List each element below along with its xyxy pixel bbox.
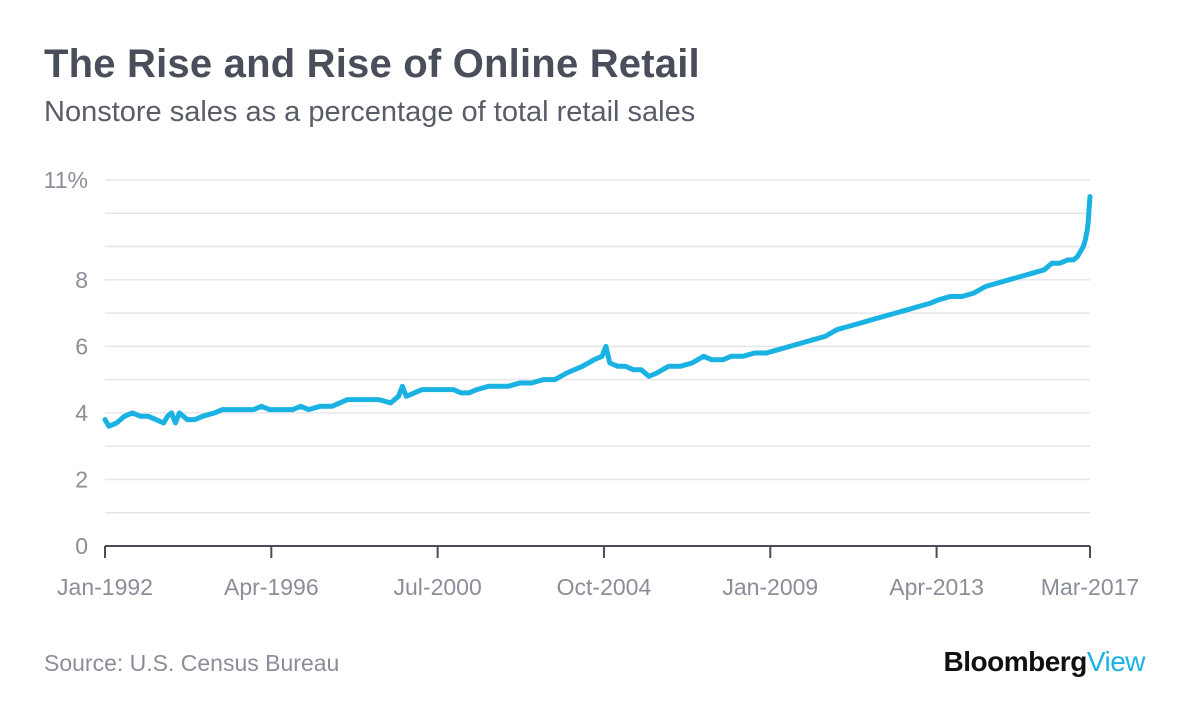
x-axis: Jan-1992 Apr-1996 Jul-2000 Oct-2004 Jan-2009…	[57, 545, 1139, 600]
y-tick-label: 11%	[44, 167, 88, 193]
chart-title: The Rise and Rise of Online Retail	[44, 42, 700, 86]
x-tick-label: Jan-2009	[722, 574, 818, 600]
logo-brand-secondary: View	[1086, 646, 1146, 677]
y-axis-ticks: 0 2 4 6 8 11%	[44, 167, 89, 559]
source-note: Source: U.S. Census Bureau	[44, 650, 340, 676]
x-tick-label: Apr-2013	[889, 574, 984, 600]
y-tick-label: 4	[75, 400, 88, 426]
x-tick-label: Oct-2004	[557, 574, 652, 600]
bloomberg-view-logo: BloombergView	[943, 646, 1146, 678]
gridlines	[105, 179, 1090, 514]
y-tick-label: 2	[75, 466, 88, 492]
x-tick-label: Jan-1992	[57, 574, 153, 600]
x-tick-label: Mar-2017	[1041, 574, 1139, 600]
x-tick-label: Jul-2000	[394, 574, 482, 600]
y-tick-label: 8	[75, 267, 88, 293]
y-tick-label: 6	[75, 333, 88, 359]
series-layer	[102, 194, 1093, 429]
logo-brand-primary: Bloomberg	[943, 646, 1088, 677]
x-tick-label: Apr-1996	[224, 574, 319, 600]
series-line	[102, 194, 1093, 429]
chart-subtitle: Nonstore sales as a percentage of total …	[44, 96, 696, 128]
y-tick-label: 0	[75, 533, 88, 559]
